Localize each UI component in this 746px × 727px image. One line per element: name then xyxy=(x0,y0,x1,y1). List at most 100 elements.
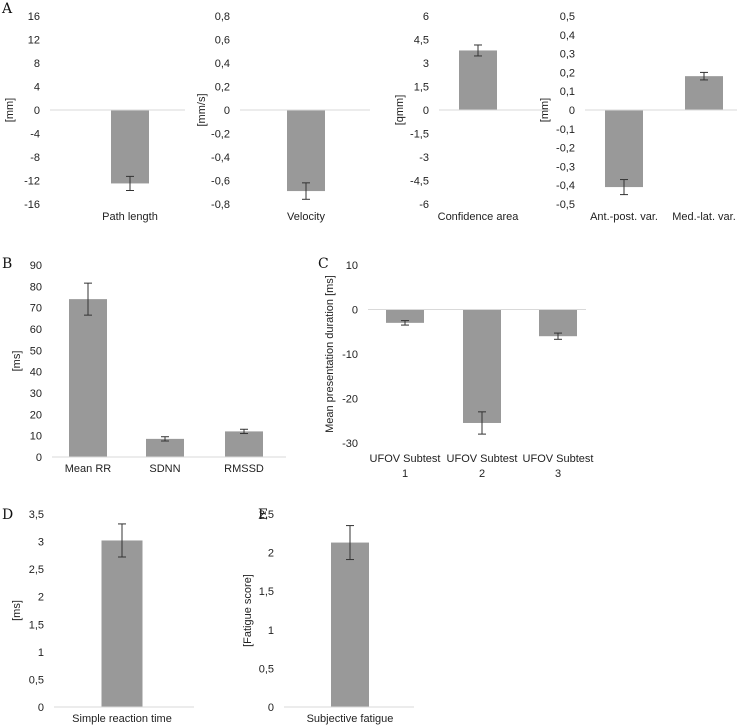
x-category-label: RMSSD xyxy=(224,463,264,475)
x-category-label: Mean RR xyxy=(65,463,112,475)
y-tick-label: -12 xyxy=(24,176,40,188)
y-tick-label: 0 xyxy=(569,105,575,117)
y-tick-label: 4 xyxy=(34,82,40,94)
bar xyxy=(146,438,184,457)
y-axis-label: Mean presentation duration [ms] xyxy=(324,275,336,433)
y-tick-label: -0,2 xyxy=(211,129,230,141)
y-tick-label: 0 xyxy=(38,702,44,714)
y-tick-label: 90 xyxy=(30,260,42,272)
x-category-label: Subjective fatigue xyxy=(307,713,394,725)
x-category-label: Simple reaction time xyxy=(72,713,172,725)
bar xyxy=(69,299,107,457)
y-tick-label: 3 xyxy=(423,58,429,70)
bar xyxy=(225,431,263,457)
bar xyxy=(605,110,643,188)
y-tick-label: 30 xyxy=(30,388,42,400)
y-axis-label: [ms] xyxy=(11,600,23,621)
bar xyxy=(101,540,143,707)
y-tick-label: 40 xyxy=(30,367,42,379)
y-tick-label: 4,5 xyxy=(414,35,429,47)
y-tick-label: 1,5 xyxy=(259,586,274,598)
x-category-label: Med.-lat. var. xyxy=(672,211,736,223)
bar xyxy=(111,110,149,184)
panel-label-b: B xyxy=(2,256,12,272)
y-tick-label: -0,8 xyxy=(211,199,230,211)
y-tick-label: 0 xyxy=(423,105,429,117)
y-axis-label: [Fatigue score] xyxy=(242,574,254,647)
panel-label-a: A xyxy=(1,1,13,17)
y-axis-label: [mm] xyxy=(539,98,551,122)
y-tick-label: 8 xyxy=(34,58,40,70)
y-tick-label: -0,6 xyxy=(211,176,230,188)
x-category-label: Confidence area xyxy=(438,211,520,223)
bar xyxy=(287,110,325,192)
x-category-label: 2 xyxy=(479,468,485,480)
x-category-label: 1 xyxy=(402,468,408,480)
y-tick-label: -0,3 xyxy=(556,161,575,173)
y-tick-label: 50 xyxy=(30,345,42,357)
y-tick-label: 2 xyxy=(268,548,274,560)
y-tick-label: 2,5 xyxy=(29,564,44,576)
y-tick-label: 1 xyxy=(38,647,44,659)
y-tick-label: 2,5 xyxy=(259,509,274,521)
y-tick-label: -16 xyxy=(24,199,40,211)
x-category-label: UFOV Subtest xyxy=(523,453,594,465)
x-category-label: SDNN xyxy=(149,463,180,475)
x-category-label: Velocity xyxy=(287,211,325,223)
y-tick-label: -4,5 xyxy=(410,176,429,188)
y-tick-label: 10 xyxy=(30,431,42,443)
y-axis-label: [mm] xyxy=(4,98,16,122)
bar xyxy=(331,542,369,707)
bar xyxy=(685,76,723,110)
y-tick-label: -0,5 xyxy=(556,199,575,211)
y-tick-label: -0,1 xyxy=(556,124,575,136)
y-tick-label: 60 xyxy=(30,324,42,336)
y-tick-label: -1,5 xyxy=(410,129,429,141)
y-tick-label: -0,2 xyxy=(556,143,575,155)
bar xyxy=(386,309,424,323)
panel-label-c: C xyxy=(318,256,329,272)
y-tick-label: 0,5 xyxy=(29,674,44,686)
y-tick-label: 70 xyxy=(30,303,42,315)
y-tick-label: -6 xyxy=(419,199,429,211)
bar xyxy=(459,50,497,110)
y-tick-label: 6 xyxy=(423,11,429,23)
panel-label-e: E xyxy=(258,507,268,523)
x-category-label: UFOV Subtest xyxy=(370,453,441,465)
panel-label-d: D xyxy=(2,507,13,523)
y-tick-label: 0,2 xyxy=(215,82,230,94)
y-axis-label: [qmm] xyxy=(394,95,406,126)
y-tick-label: -20 xyxy=(342,394,358,406)
y-tick-label: -30 xyxy=(342,438,358,450)
y-tick-label: 0,4 xyxy=(215,58,230,70)
y-tick-label: -0,4 xyxy=(556,180,575,192)
y-tick-label: 0,2 xyxy=(560,67,575,79)
y-tick-label: 2 xyxy=(38,592,44,604)
y-tick-label: -4 xyxy=(30,129,40,141)
y-tick-label: 1,5 xyxy=(414,82,429,94)
y-tick-label: 0,5 xyxy=(259,663,274,675)
x-category-label: 3 xyxy=(555,468,561,480)
y-tick-label: -0,4 xyxy=(211,152,230,164)
y-tick-label: 80 xyxy=(30,281,42,293)
y-tick-label: -8 xyxy=(30,152,40,164)
x-category-label: Path length xyxy=(102,211,158,223)
y-tick-label: 0,6 xyxy=(215,35,230,47)
x-category-label: UFOV Subtest xyxy=(447,453,518,465)
y-axis-label: [mm/s] xyxy=(196,94,208,127)
y-tick-label: 0 xyxy=(224,105,230,117)
y-tick-label: 0,4 xyxy=(560,30,575,42)
x-category-label: Ant.-post. var. xyxy=(590,211,658,223)
y-tick-label: 3 xyxy=(38,537,44,549)
y-tick-label: 20 xyxy=(30,409,42,421)
y-tick-label: 16 xyxy=(28,11,40,23)
y-tick-label: 0 xyxy=(352,305,358,317)
y-tick-label: 0,3 xyxy=(560,49,575,61)
y-tick-label: -3 xyxy=(419,152,429,164)
bar xyxy=(539,309,577,337)
y-tick-label: 12 xyxy=(28,35,40,47)
y-tick-label: 1 xyxy=(268,625,274,637)
y-tick-label: 0 xyxy=(34,105,40,117)
bar xyxy=(463,309,501,423)
